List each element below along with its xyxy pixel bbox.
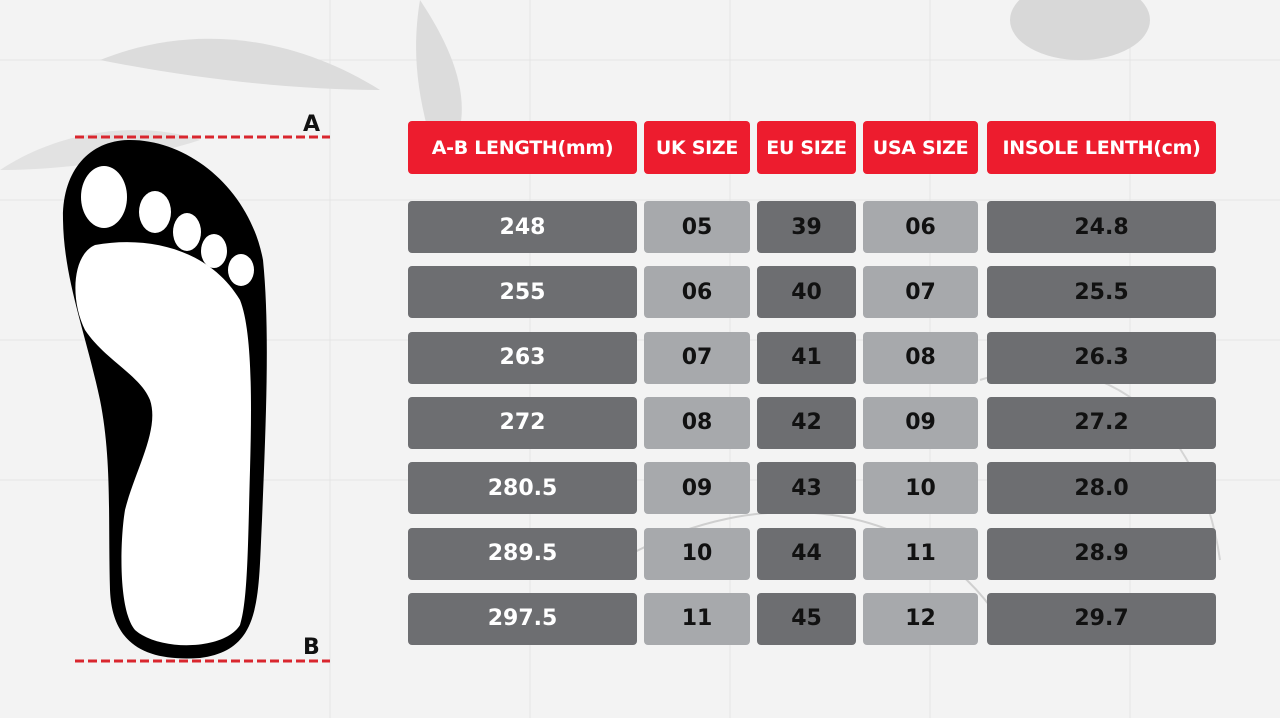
cell-ab-length: 289.5: [408, 527, 637, 580]
cell-uk-size: 05: [644, 201, 750, 253]
cell-insole-length: 26.3: [987, 331, 1216, 384]
header-eu-size: EU SIZE: [757, 121, 856, 174]
cell-ab-length: 263: [408, 331, 637, 384]
cell-uk-size: 10: [644, 527, 750, 580]
cell-uk-size: 11: [644, 592, 750, 645]
cell-uk-size: 08: [644, 396, 750, 449]
cell-eu-size: 42: [757, 396, 856, 449]
header-insole-length: INSOLE LENTH(cm): [987, 121, 1216, 174]
foot-sole-icon: [62, 135, 330, 663]
cell-ab-length: 297.5: [408, 592, 637, 645]
cell-usa-size: 12: [863, 592, 978, 645]
label-a: A: [303, 112, 321, 137]
label-b: B: [303, 635, 320, 660]
cell-usa-size: 06: [863, 201, 978, 253]
cell-insole-length: 29.7: [987, 592, 1216, 645]
cell-eu-size: 45: [757, 592, 856, 645]
cell-usa-size: 11: [863, 527, 978, 580]
cell-ab-length: 272: [408, 396, 637, 449]
cell-insole-length: 28.0: [987, 462, 1216, 515]
cell-insole-length: 24.8: [987, 201, 1216, 253]
cell-usa-size: 07: [863, 266, 978, 319]
cell-eu-size: 41: [757, 331, 856, 384]
header-uk-size: UK SIZE: [644, 121, 750, 174]
header-usa-size: USA SIZE: [863, 121, 978, 174]
cell-insole-length: 25.5: [987, 266, 1216, 319]
cell-usa-size: 08: [863, 331, 978, 384]
cell-uk-size: 07: [644, 331, 750, 384]
cell-insole-length: 27.2: [987, 396, 1216, 449]
cell-ab-length: 280.5: [408, 462, 637, 515]
cell-eu-size: 44: [757, 527, 856, 580]
cell-uk-size: 06: [644, 266, 750, 319]
cell-usa-size: 10: [863, 462, 978, 515]
cell-uk-size: 09: [644, 462, 750, 515]
cell-usa-size: 09: [863, 396, 978, 449]
header-ab-length: A-B LENGTH(mm): [408, 121, 637, 174]
cell-eu-size: 43: [757, 462, 856, 515]
cell-eu-size: 39: [757, 201, 856, 253]
cell-ab-length: 248: [408, 201, 637, 253]
cell-ab-length: 255: [408, 266, 637, 319]
cell-insole-length: 28.9: [987, 527, 1216, 580]
cell-eu-size: 40: [757, 266, 856, 319]
